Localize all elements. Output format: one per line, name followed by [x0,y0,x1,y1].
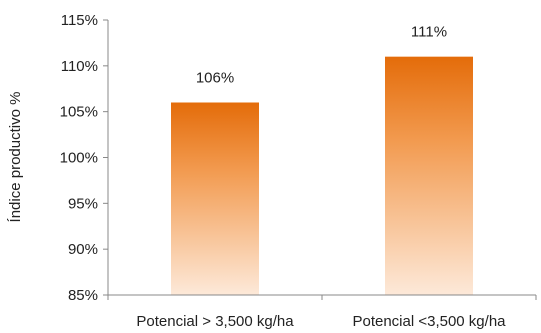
x-axis: Potencial > 3,500 kg/ha Potencial <3,500 … [107,294,537,330]
y-tick-label: 115% [61,12,98,29]
bar [385,56,473,295]
y-axis-title: Índice productivo % [7,92,24,223]
data-label: 106% [196,70,234,87]
y-tick-label: 95% [68,195,98,212]
y-axis: 85% 90% 95% 100% 105% 110% 115% [60,12,109,304]
y-tick-label: 110% [61,58,98,75]
bars [171,56,473,295]
category-label: Potencial <3,500 kg/ha [352,313,506,330]
data-label: 111% [411,24,447,41]
bar [171,102,259,295]
y-tick-label: 85% [68,287,98,304]
data-labels: 106% 111% [196,24,447,87]
y-tick-label: 105% [60,104,98,121]
y-tick-label: 100% [60,150,98,167]
y-tick-label: 90% [68,241,98,258]
category-label: Potencial > 3,500 kg/ha [136,313,294,330]
